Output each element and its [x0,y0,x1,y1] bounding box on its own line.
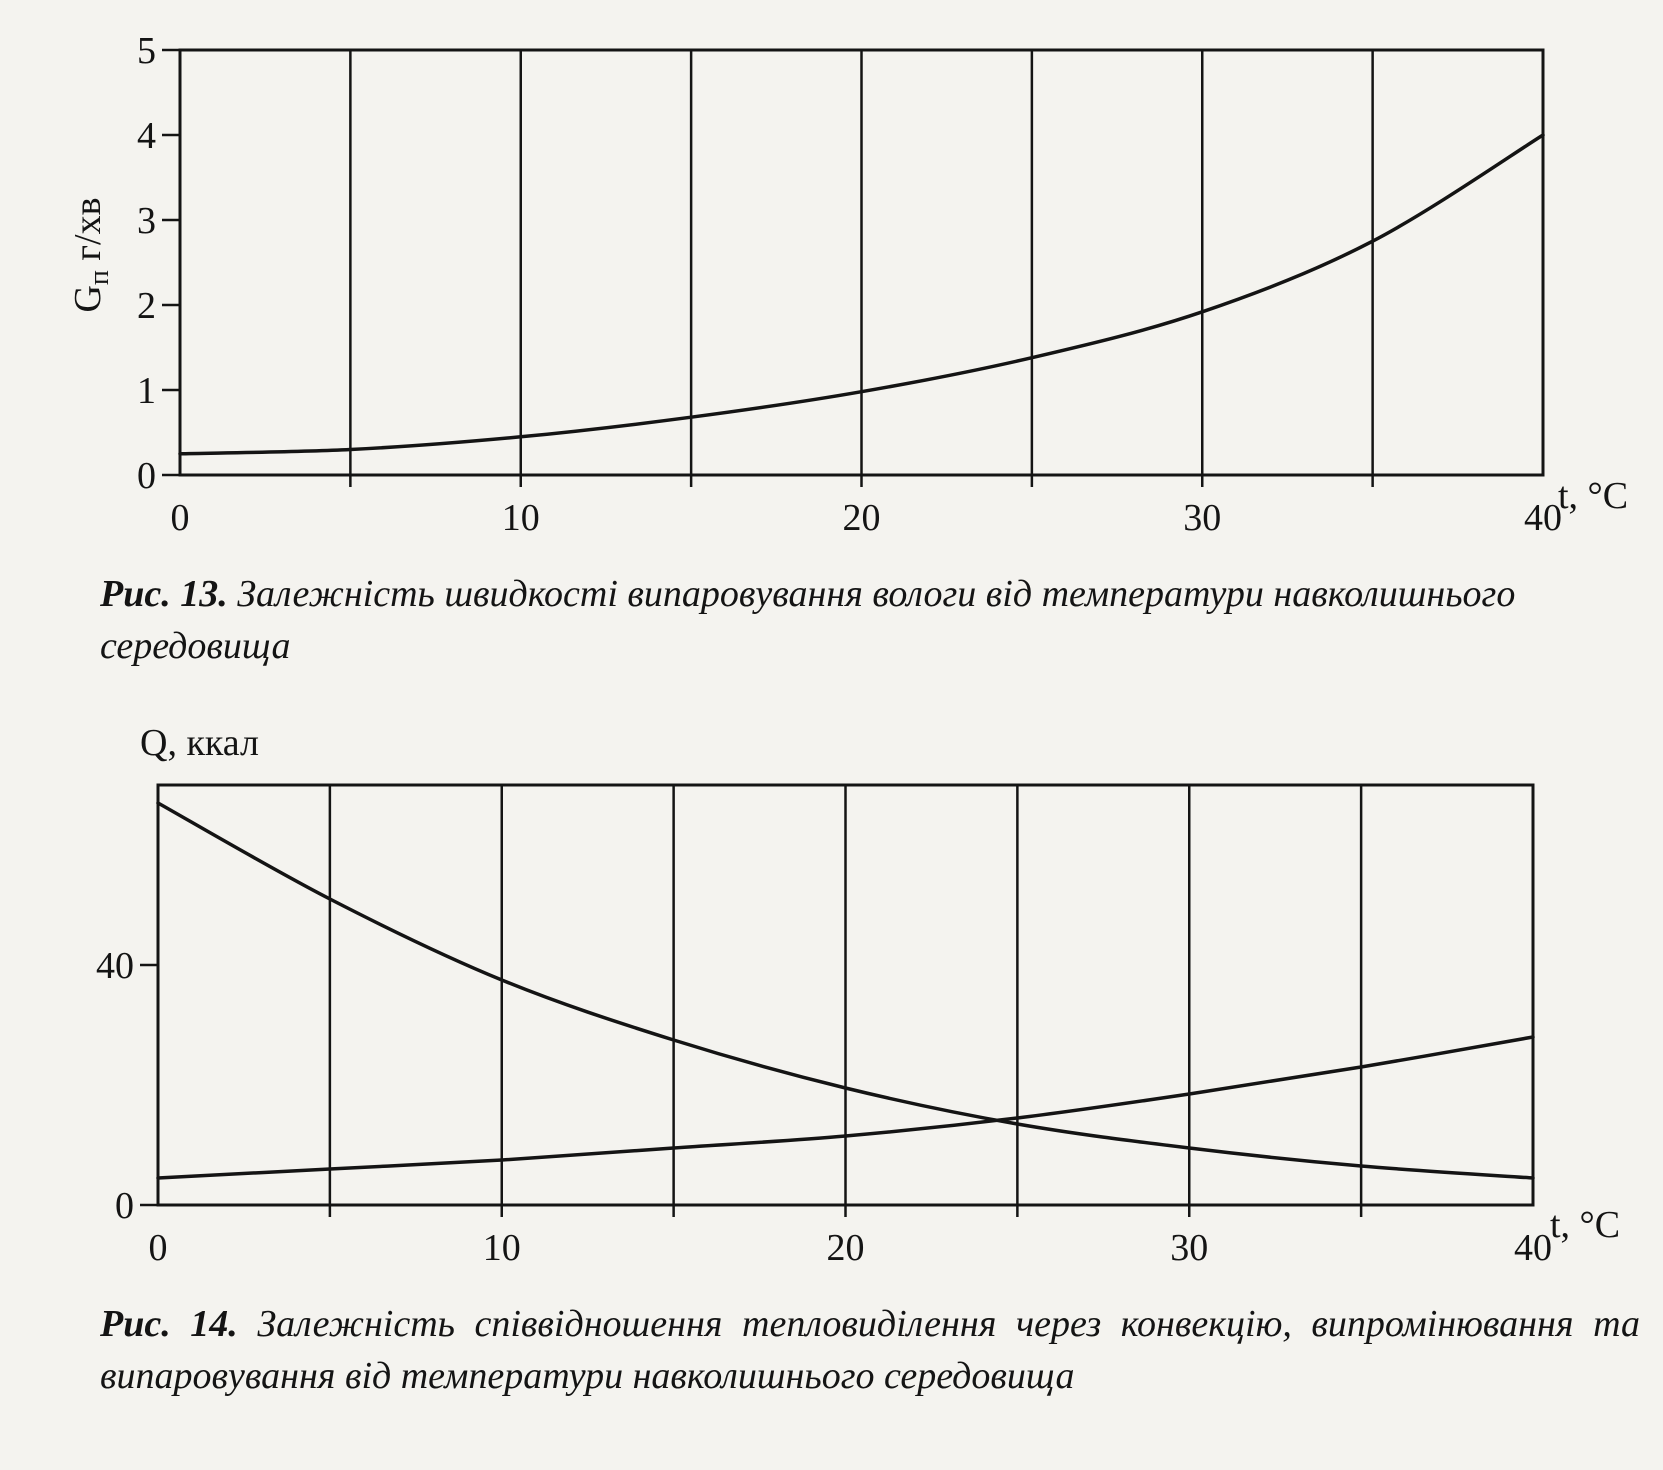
x-tick-label: 10 [502,497,540,539]
figure-13-caption-label: Рис. 13. [100,573,228,615]
series-line-1 [178,133,1545,456]
y-tick-label: 2 [137,285,156,327]
x-tick-label: 20 [827,1227,865,1269]
y-tick-label: 1 [137,370,156,412]
y-tick-label: 0 [137,455,156,497]
figure-14-caption: Рис. 14. Залежність співвідношення тепло… [100,1298,1640,1402]
y-axis-label-main: G [67,285,109,312]
y-tick-label: 3 [137,200,156,242]
x-tick-label: 40 [1514,1227,1552,1269]
x-tick-label: 0 [171,497,190,539]
figure-14-caption-label: Рис. 14. [100,1303,238,1345]
x-tick-label: 10 [483,1227,521,1269]
y-tick-label: 0 [115,1185,134,1227]
x-tick-label: 30 [1170,1227,1208,1269]
figure-13-caption-text: Залежність швидкості випаровування волог… [100,573,1516,667]
y-tick-label: 40 [96,945,134,987]
x-tick-label: 20 [843,497,881,539]
x-tick-label: 0 [149,1227,168,1269]
y-axis-label: Gп г/хв [67,197,115,312]
y-tick-label: 4 [137,115,156,157]
figure-13-caption: Рис. 13. Залежність швидкості випаровува… [100,568,1640,672]
y-axis-label-subscript: п [84,270,115,285]
heat-release-chart: Q, ккал t, °C 0 40 0 10 20 30 40 [96,722,1620,1269]
series-line-2 [156,1035,1535,1180]
series-line-1 [156,801,1535,1180]
plot-frame [178,48,1545,477]
y-tick-label: 5 [137,30,156,72]
figure-14-caption-text: Залежність співвідношення тепловиділення… [100,1303,1640,1397]
x-tick-label: 40 [1524,497,1562,539]
y-axis-label: Q, ккал [140,722,259,764]
x-axis-label: t, °C [1558,475,1628,517]
evaporation-rate-chart: Gп г/хв t, °C 0 1 2 3 4 5 0 10 20 30 40 [67,30,1628,539]
y-axis-label-unit: г/хв [67,197,109,270]
x-tick-label: 30 [1183,497,1221,539]
x-axis-label: t, °C [1550,1204,1620,1246]
plot-frame [156,783,1535,1207]
